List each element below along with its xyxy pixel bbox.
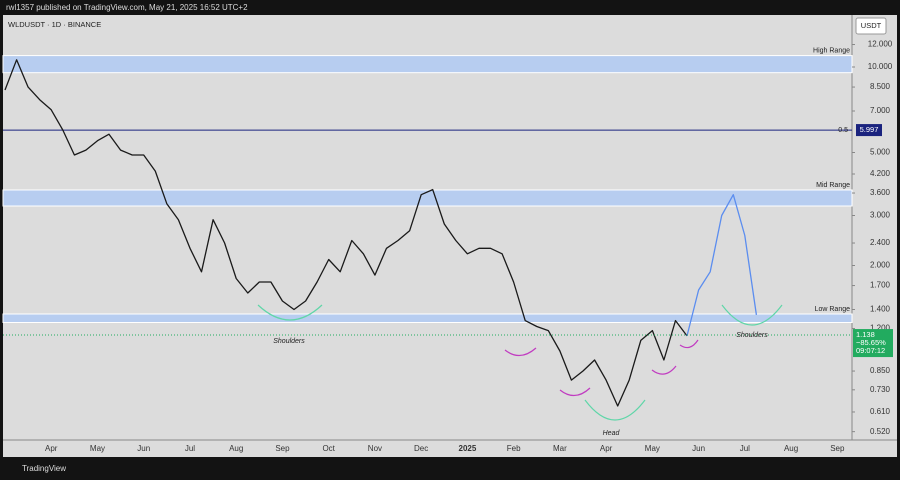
plot-bg [3, 15, 897, 457]
x-tick-label: Jun [137, 444, 150, 453]
x-tick-label: Sep [275, 444, 290, 453]
shoulder-curve [721, 304, 783, 326]
y-tick-label: 8.500 [870, 82, 891, 91]
arrow [559, 387, 591, 397]
x-tick-label: Apr [45, 444, 58, 453]
y-tick-label: 0.520 [870, 427, 891, 436]
annotation: Head [603, 430, 621, 437]
price-line [686, 194, 758, 337]
x-tick-label: 2025 [459, 444, 477, 453]
x-tick-label: Oct [322, 444, 335, 453]
zone-label: Low Range [815, 306, 851, 313]
x-tick-label: Apr [600, 444, 613, 453]
x-tick-label: Jun [692, 444, 705, 453]
head-curve [584, 399, 646, 421]
y-tick-label: 2.000 [870, 261, 891, 270]
x-tick-label: Aug [229, 444, 243, 453]
x-tick-label: Jul [185, 444, 195, 453]
currency: USDT [861, 21, 882, 30]
x-tick-label: Aug [784, 444, 798, 453]
annotation-curves [257, 304, 783, 421]
last-price-tag [853, 329, 893, 358]
y-tick-label: 12.000 [868, 40, 893, 49]
symbol: WLDUSDT · 1D · BINANCE [8, 20, 101, 29]
shoulder-curve [257, 304, 323, 321]
level-label: 0.5 [838, 127, 848, 134]
x-tick-label: Dec [414, 444, 428, 453]
range-zone [2, 189, 853, 207]
x-tick-label: May [645, 444, 660, 453]
range-zone [2, 55, 853, 74]
zone-label: Mid Range [816, 182, 850, 189]
x-tick-label: Nov [368, 444, 382, 453]
annotation: Shoulders [273, 338, 305, 345]
y-tick-label: 0.610 [870, 407, 891, 416]
y-tick-label: 3.600 [870, 188, 891, 197]
last-price: 1.138 [856, 330, 875, 339]
y-tick-label: 5.000 [870, 148, 891, 157]
x-tick-label: Feb [507, 444, 521, 453]
y-tick-label: 4.200 [870, 169, 891, 178]
brand: TradingView [22, 464, 66, 473]
x-tick-label: Mar [553, 444, 567, 453]
y-tick-label: 10.000 [868, 62, 893, 71]
arrow [504, 347, 537, 357]
zone-label: High Range [813, 47, 850, 54]
change: −85.65% [856, 338, 886, 347]
y-tick-label: 1.200 [870, 324, 891, 333]
byline: rwl1357 published on TradingView.com, Ma… [6, 3, 248, 12]
y-tick-label: 1.700 [870, 281, 891, 290]
arrow [651, 365, 677, 375]
x-tick-label: Sep [830, 444, 845, 453]
annotation: Shoulders [736, 332, 768, 339]
y-tick-label: 0.730 [870, 385, 891, 394]
y-tick-label: 1.400 [870, 305, 891, 314]
y-tick-label: 7.000 [870, 106, 891, 115]
currency-box [855, 17, 887, 35]
level-value: 5.997 [860, 125, 879, 134]
arrow [679, 339, 699, 349]
y-tick-label: 2.400 [870, 238, 891, 247]
countdown: 09:07:12 [856, 346, 885, 355]
price-line [4, 59, 688, 407]
range-zone [2, 313, 853, 323]
x-tick-label: Jul [740, 444, 750, 453]
y-tick-label: 0.850 [870, 366, 891, 375]
level-tag [856, 124, 882, 137]
y-tick-label: 3.000 [870, 211, 891, 220]
x-tick-label: May [90, 444, 105, 453]
